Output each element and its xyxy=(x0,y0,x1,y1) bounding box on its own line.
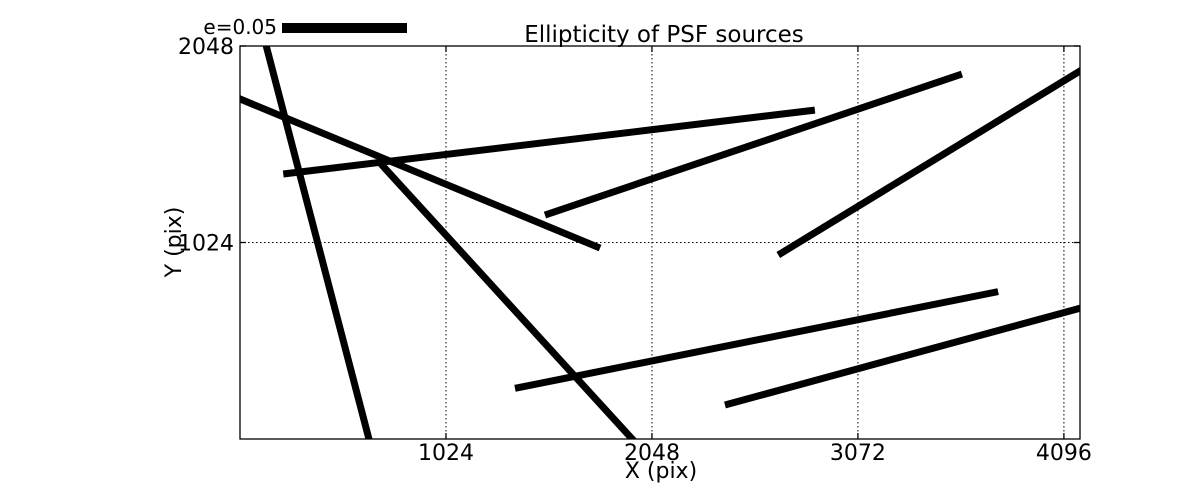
whisker-4 xyxy=(378,161,637,439)
whisker-6 xyxy=(776,66,1080,258)
tick-marks xyxy=(240,45,1080,439)
whisker-5 xyxy=(543,70,964,219)
whisker-1 xyxy=(262,46,373,439)
x-axis-label: X (pix) xyxy=(625,459,697,484)
x-tick-label-4096: 4096 xyxy=(1036,441,1092,466)
y-axis-label: Y (pix) xyxy=(162,207,187,279)
grid-lines xyxy=(240,45,1080,439)
y-tick-label-1024: 1024 xyxy=(178,232,234,257)
x-tick-label-3072: 3072 xyxy=(830,441,886,466)
whisker-2 xyxy=(240,95,602,252)
x-tick-label-2048: 2048 xyxy=(624,441,680,466)
y-tick-label-2048: 2048 xyxy=(178,35,234,60)
tick-labels: 1024 2048 3072 4096 1024 2048 xyxy=(178,35,1092,466)
legend-scale-bar xyxy=(282,23,407,33)
whisker-8 xyxy=(724,304,1080,409)
x-tick-label-1024: 1024 xyxy=(418,441,474,466)
whisker-3 xyxy=(282,106,816,178)
legend-label: e=0.05 xyxy=(203,15,277,39)
whisker-7 xyxy=(514,288,999,392)
chart-title: Ellipticity of PSF sources xyxy=(524,22,804,48)
legend: e=0.05 xyxy=(203,15,407,39)
whisker-segments xyxy=(240,46,1080,439)
